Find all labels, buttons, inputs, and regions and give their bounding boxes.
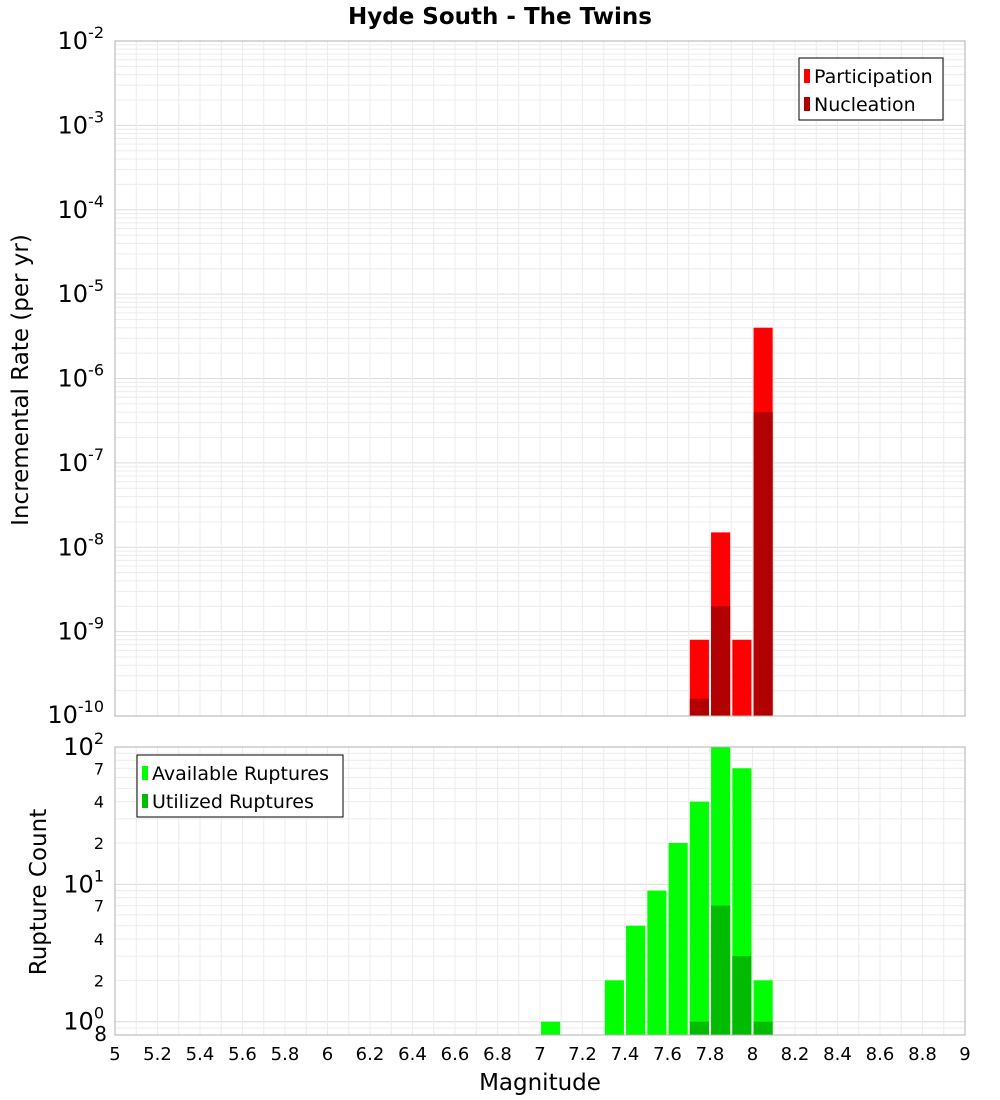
- bar-participation: [689, 639, 709, 716]
- y-tick-label: 10-3: [58, 107, 105, 139]
- y-tick-label: 10-10: [47, 697, 104, 729]
- legend-label: Participation: [814, 66, 933, 88]
- bar-participation: [732, 639, 752, 716]
- y-tick-label: 2: [94, 834, 104, 853]
- y-tick-label: 10-6: [58, 361, 105, 393]
- y-tick-label: 10-7: [58, 445, 105, 477]
- x-tick-label: 5.6: [228, 1044, 257, 1065]
- chart-title: Hyde South - The Twins: [348, 4, 652, 30]
- y-tick-label: 7: [94, 897, 104, 916]
- y-tick-label: 10-4: [58, 192, 105, 224]
- x-tick-label: 5: [109, 1044, 120, 1065]
- plot-frame: [114, 746, 966, 1036]
- y-tick-label: 4: [94, 793, 104, 812]
- x-axis-label: Magnitude: [479, 1070, 601, 1096]
- bar-available-ruptures: [753, 980, 773, 1035]
- legend-label: Nucleation: [814, 94, 916, 116]
- y-tick-label: 10-8: [58, 529, 105, 561]
- y-tick-label: 102: [63, 729, 104, 761]
- x-tick-label: 7.8: [696, 1044, 725, 1065]
- legend-label: Available Ruptures: [152, 763, 329, 785]
- x-tick-label: 8: [747, 1044, 758, 1065]
- bar-available-ruptures: [647, 890, 667, 1035]
- y-tick-label: 10-2: [58, 23, 105, 55]
- y-tick-label: 10-5: [58, 276, 105, 308]
- x-tick-label: 9: [959, 1044, 970, 1065]
- bar-available-ruptures: [689, 801, 709, 1035]
- bar-available-ruptures: [541, 1021, 561, 1035]
- bar-utilized-ruptures: [711, 905, 731, 1035]
- x-tick-label: 5.4: [186, 1044, 215, 1065]
- x-tick-label: 6.2: [356, 1044, 385, 1065]
- x-tick-label: 8.4: [823, 1044, 852, 1065]
- legend-box: [136, 754, 344, 818]
- bar-available-ruptures: [668, 843, 688, 1035]
- legend-swatch: [804, 97, 810, 111]
- y-tick-label: 101: [63, 866, 104, 898]
- x-tick-label: 5.2: [143, 1044, 172, 1065]
- legend-box: [798, 57, 944, 121]
- bottom-y-axis-label: Rupture Count: [26, 809, 52, 975]
- legend-swatch: [142, 766, 148, 780]
- bar-nucleation: [753, 412, 773, 716]
- y-min-label: 8: [94, 1022, 107, 1046]
- bar-utilized-ruptures: [753, 1021, 773, 1035]
- x-tick-label: 6.6: [441, 1044, 470, 1065]
- x-tick-label: 7.6: [653, 1044, 682, 1065]
- y-tick-label: 2: [94, 971, 104, 990]
- bar-utilized-ruptures: [732, 956, 752, 1035]
- x-tick-label: 8.2: [781, 1044, 810, 1065]
- legend-label: Utilized Ruptures: [152, 791, 314, 813]
- y-tick-label: 100: [63, 1004, 104, 1036]
- top-y-axis-label: Incremental Rate (per yr): [8, 234, 34, 526]
- legend-swatch: [804, 69, 810, 83]
- x-tick-label: 8.6: [866, 1044, 895, 1065]
- x-tick-label: 7: [534, 1044, 545, 1065]
- y-tick-label: 4: [94, 930, 104, 949]
- bar-nucleation: [689, 698, 709, 716]
- bar-utilized-ruptures: [689, 1021, 709, 1035]
- bar-nucleation: [711, 606, 731, 716]
- top-panel: 10-10 10-9 10-8 10-7 10-6 10-5 10-4 10-3 10-2 Par…: [47, 23, 966, 729]
- x-tick-label: 5.8: [271, 1044, 300, 1065]
- bar-available-ruptures: [604, 980, 624, 1035]
- y-tick-label: 7: [94, 759, 104, 778]
- plot-frame: [114, 40, 966, 717]
- legend-swatch: [142, 794, 148, 808]
- x-tick-label: 6.4: [398, 1044, 427, 1065]
- x-tick-label: 7.2: [568, 1044, 597, 1065]
- x-tick-label: 8.8: [908, 1044, 937, 1065]
- x-tick-label: 6: [322, 1044, 333, 1065]
- y-tick-label: 10-9: [58, 614, 105, 646]
- bar-available-ruptures: [626, 925, 646, 1035]
- x-tick-label: 7.4: [611, 1044, 640, 1065]
- x-tick-label: 6.8: [483, 1044, 512, 1065]
